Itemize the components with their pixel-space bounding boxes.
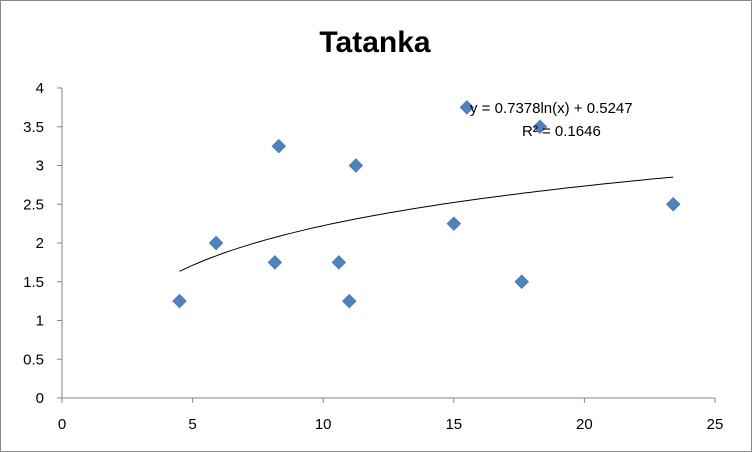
data-point	[514, 274, 530, 290]
x-tick-label: 5	[188, 416, 196, 433]
y-tick-label: 2.5	[23, 196, 44, 213]
data-point	[532, 119, 548, 135]
data-point	[341, 293, 357, 309]
data-point	[271, 138, 287, 154]
y-tick-label: 0	[36, 390, 44, 407]
x-tick-label: 0	[58, 416, 66, 433]
x-tick-label: 25	[707, 416, 724, 433]
y-tick-label: 0.5	[23, 351, 44, 368]
y-tick-label: 3.5	[23, 119, 44, 136]
trendline-equation: y = 0.7378ln(x) + 0.5247	[470, 100, 633, 117]
data-point	[172, 293, 187, 309]
trendline-r2: R² = 0.1646	[522, 123, 601, 140]
y-tick-label: 4	[36, 80, 44, 97]
data-point	[665, 196, 681, 212]
data-point	[208, 235, 224, 251]
chart-title: Tatanka	[319, 26, 430, 59]
y-tick-label: 1	[36, 313, 44, 330]
data-point	[459, 100, 475, 115]
x-tick-label: 15	[445, 416, 462, 433]
data-point	[267, 255, 283, 270]
data-point	[348, 158, 364, 173]
y-tick-label: 1.5	[23, 274, 44, 291]
x-tick-label: 20	[576, 416, 593, 433]
trendline	[179, 176, 674, 272]
data-point	[446, 216, 462, 231]
data-point	[331, 255, 347, 270]
y-tick-label: 2	[36, 235, 44, 252]
x-tick-label: 10	[315, 416, 332, 433]
y-tick-label: 3	[36, 158, 44, 175]
